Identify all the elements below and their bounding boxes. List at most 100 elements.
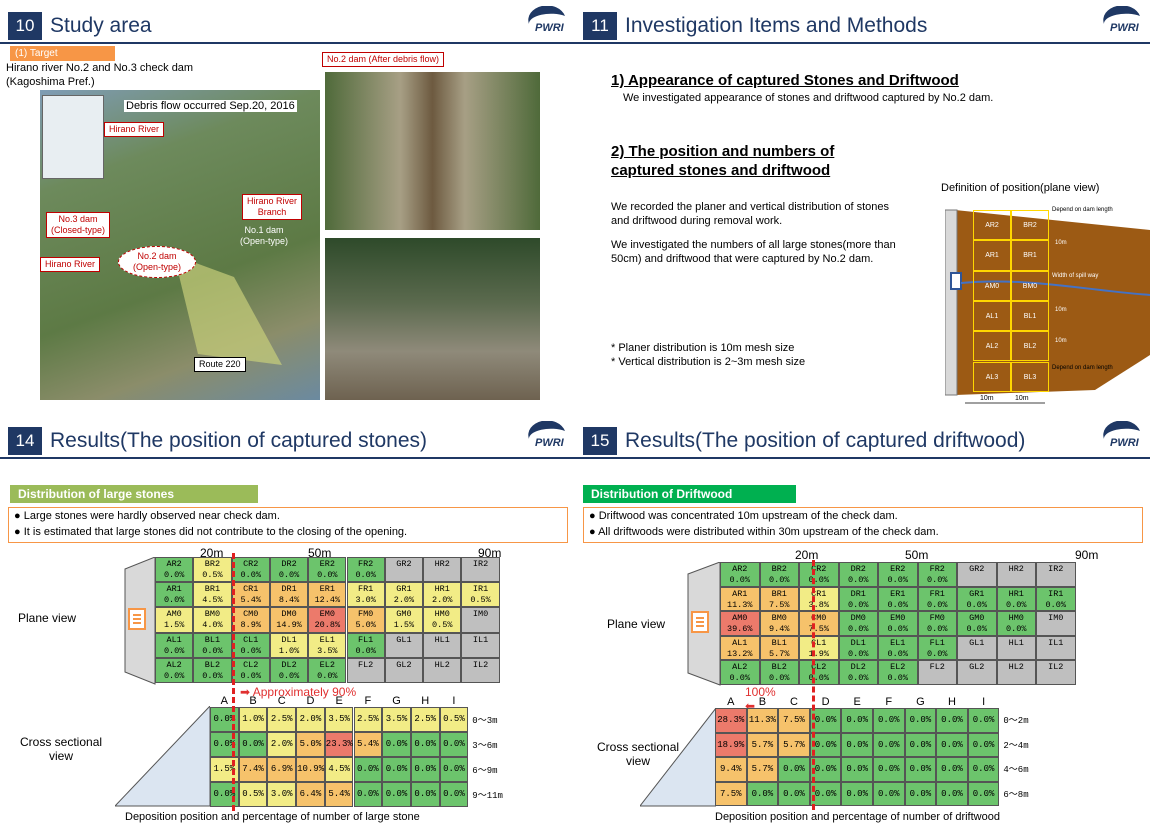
plane-cell: IL1 — [1036, 636, 1076, 661]
plane-cell: HM00.0% — [997, 611, 1037, 636]
map-label: No.2 dam (Open-type) — [118, 246, 196, 278]
heading: 2) The position and numbers of captured … — [611, 142, 834, 180]
cross-cell: 2.5% — [411, 707, 440, 732]
cross-cell: 11.3% — [747, 708, 779, 733]
cell-value: 9.4% — [761, 624, 799, 635]
slide-number: 10 — [8, 12, 42, 40]
cell-code: GM0 — [958, 613, 996, 624]
cell-value: 0.0% — [919, 624, 957, 635]
plane-cell: IR10.0% — [1036, 587, 1076, 612]
photo-label: No.2 dam (After debris flow) — [322, 52, 444, 67]
cross-cell: 0.0% — [841, 708, 873, 733]
diagram-title: Definition of position(plane view) — [941, 182, 1099, 194]
cell-value: 0.0% — [919, 575, 957, 586]
page: 10 Study area PWRI (1) Target Hirano riv… — [0, 0, 1150, 830]
scale-label: 50m — [905, 548, 928, 562]
cell-code: HR2 — [998, 564, 1036, 575]
cross-cell: 28.3% — [715, 708, 747, 733]
bullet-text: All driftwoods were distributed within 3… — [598, 526, 939, 538]
plane-cell: CR20.0% — [232, 557, 270, 582]
cell-code: HR1 — [424, 584, 460, 595]
cross-cell: 0.0% — [936, 757, 968, 782]
dam-icon — [115, 557, 157, 685]
cross-cell: 23.3% — [325, 732, 354, 757]
cell-value: 5.4% — [233, 595, 269, 606]
cross-cell: 2.5% — [267, 707, 296, 732]
cross-cell: 0.0% — [968, 708, 1000, 733]
inset-map — [42, 95, 104, 179]
cell-code: DL2 — [840, 662, 878, 673]
cell-code: GR2 — [386, 559, 422, 570]
bullet-text: It is estimated that large stones did no… — [24, 526, 407, 538]
plane-cell: IL2 — [461, 658, 499, 683]
cell-value: 0.5% — [462, 595, 498, 606]
cell-value: 0.0% — [721, 673, 759, 684]
plane-cell: DR20.0% — [839, 562, 879, 587]
cell-value: 0.0% — [958, 624, 996, 635]
cell-code: IM0 — [462, 609, 498, 620]
plane-cell: BM04.0% — [193, 607, 231, 632]
cell-code: HL2 — [424, 660, 460, 671]
diagram-note: 10m — [1015, 395, 1029, 402]
cell-code: ER2 — [879, 564, 917, 575]
cell-value: 0.0% — [1037, 600, 1075, 611]
plane-cell: HR10.0% — [997, 587, 1037, 612]
cell-code: FL2 — [348, 660, 384, 671]
plane-cell: BR20.0% — [760, 562, 800, 587]
cell-value: 5.0% — [348, 620, 384, 631]
cell-code: IL1 — [1037, 638, 1075, 649]
text-line: (Kagoshima Pref.) — [6, 76, 95, 88]
note: * Planer distribution is 10m mesh size — [611, 342, 794, 354]
cell-value: 0.0% — [761, 673, 799, 684]
cell-value: 39.6% — [721, 624, 759, 635]
cell-code: AR2 — [721, 564, 759, 575]
cross-cell: 0.0% — [936, 733, 968, 758]
cell-value: 0.0% — [156, 671, 192, 682]
cell-code: GL1 — [958, 638, 996, 649]
cell-value: 20.8% — [309, 620, 345, 631]
cell-value: 0.0% — [721, 575, 759, 586]
plane-cell: BL20.0% — [193, 658, 231, 683]
diagram-note: 10m — [1055, 307, 1067, 313]
plane-cell: IM0 — [461, 607, 499, 632]
diagram-cell: AL1 — [973, 301, 1011, 331]
cell-code: ER2 — [309, 559, 345, 570]
header-rule — [0, 42, 575, 44]
logo: PWRI — [1100, 6, 1144, 38]
caption: Deposition position and percentage of nu… — [715, 811, 1000, 823]
cell-value: 0.0% — [840, 624, 878, 635]
cross-cell: 0.5% — [440, 707, 469, 732]
cell-code: BR2 — [194, 559, 230, 570]
cross-cell: 0.0% — [968, 757, 1000, 782]
diagram-note: Depend on dam length — [1052, 365, 1113, 371]
cell-code: IR1 — [1037, 589, 1075, 600]
plane-cell: CL20.0% — [799, 660, 839, 685]
plane-cell: DL11.0% — [270, 633, 308, 658]
cross-cell: 3.5% — [382, 707, 411, 732]
plane-cell: AL20.0% — [720, 660, 760, 685]
cell-code: IR2 — [462, 559, 498, 570]
cell-value: 0.0% — [233, 671, 269, 682]
cell-value: 4.0% — [194, 620, 230, 631]
column-header: B — [747, 696, 779, 708]
cell-value: 0.0% — [879, 600, 917, 611]
cell-value: 0.0% — [233, 646, 269, 657]
cell-code: HL2 — [998, 662, 1036, 673]
cell-value: 0.0% — [194, 671, 230, 682]
cross-cell: 2.5% — [354, 707, 383, 732]
cross-cell: 0.0% — [354, 757, 383, 782]
cell-value: 0.0% — [271, 570, 307, 581]
cell-code: AL1 — [156, 635, 192, 646]
plane-cell: GL1 — [957, 636, 997, 661]
plane-cell: GR10.0% — [957, 587, 997, 612]
cell-code: DL2 — [271, 660, 307, 671]
column-header: I — [440, 695, 469, 707]
cell-value: 0.0% — [761, 575, 799, 586]
bullet: ● Large stones were hardly observed near… — [14, 510, 280, 522]
plane-cell: AR20.0% — [155, 557, 193, 582]
cross-shape — [115, 706, 210, 808]
diagram-note: Width of spill way — [1052, 273, 1098, 279]
logo-text: PWRI — [1110, 22, 1139, 34]
cell-value: 2.0% — [386, 595, 422, 606]
